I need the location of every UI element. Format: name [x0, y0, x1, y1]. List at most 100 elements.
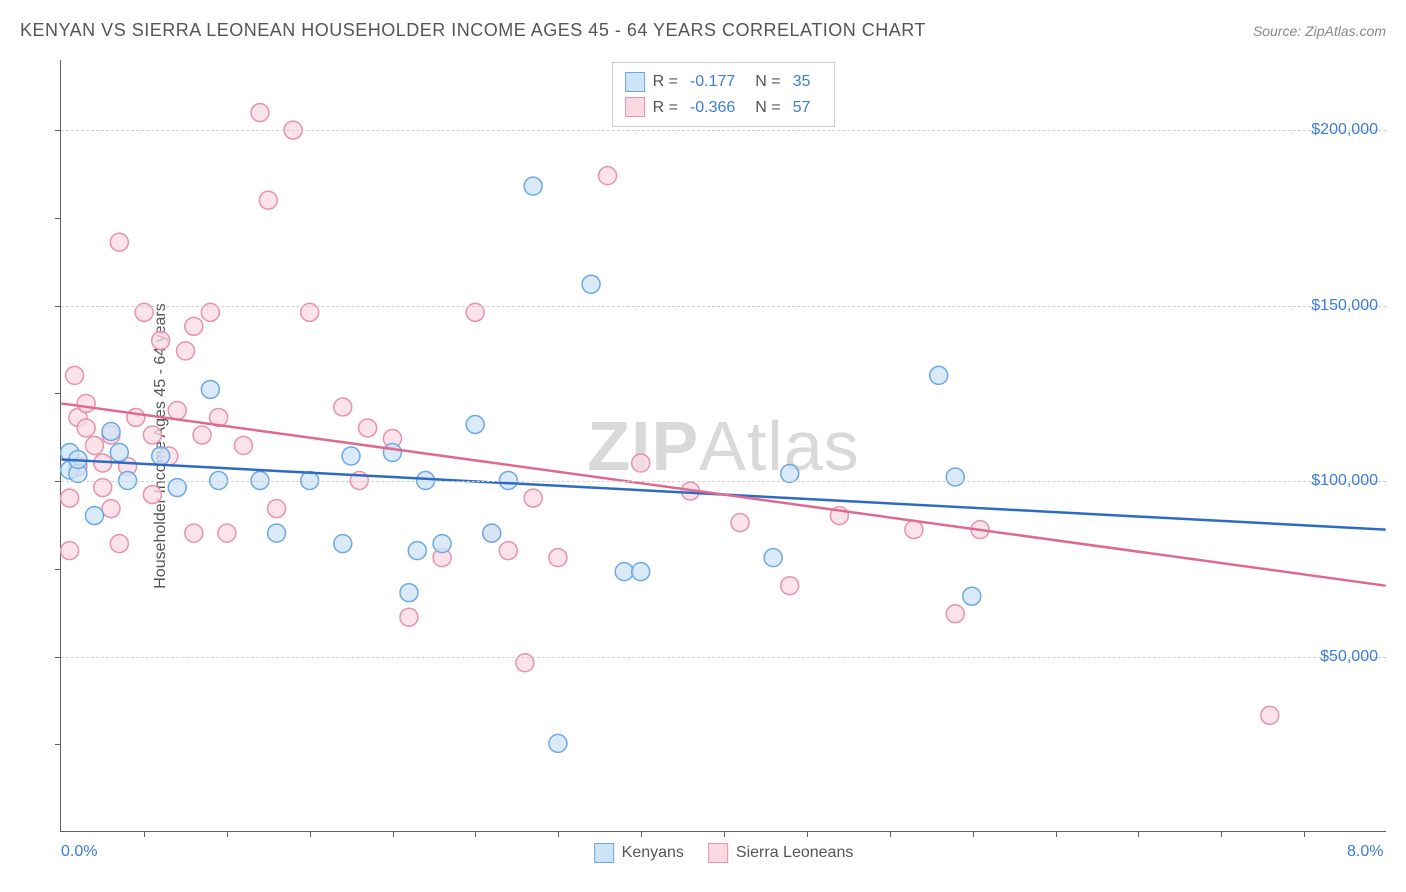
- legend-label: Kenyans: [622, 844, 684, 862]
- x-tick: [1304, 831, 1305, 837]
- data-point: [334, 535, 352, 553]
- data-point: [582, 275, 600, 293]
- legend-swatch: [625, 97, 645, 117]
- x-tick: [1056, 831, 1057, 837]
- data-point: [946, 468, 964, 486]
- x-tick: [807, 831, 808, 837]
- data-point: [599, 167, 617, 185]
- data-point: [946, 605, 964, 623]
- y-tick: [55, 657, 61, 658]
- data-point: [268, 524, 286, 542]
- data-point: [781, 577, 799, 595]
- data-point: [963, 587, 981, 605]
- data-point: [259, 191, 277, 209]
- legend-row: R = -0.366 N = 57: [625, 95, 823, 121]
- scatter-plot-svg: [61, 60, 1386, 831]
- legend-label: Sierra Leoneans: [736, 844, 853, 862]
- y-minor-tick: [55, 218, 61, 219]
- x-tick: [558, 831, 559, 837]
- y-minor-tick: [55, 569, 61, 570]
- y-tick-label: $200,000: [1311, 121, 1378, 139]
- data-point: [102, 422, 120, 440]
- chart-title: KENYAN VS SIERRA LEONEAN HOUSEHOLDER INC…: [20, 20, 926, 41]
- x-tick: [475, 831, 476, 837]
- data-point: [85, 507, 103, 525]
- y-tick-label: $50,000: [1320, 648, 1378, 666]
- y-tick: [55, 130, 61, 131]
- legend-swatch: [708, 843, 728, 863]
- x-tick: [144, 831, 145, 837]
- x-tick: [310, 831, 311, 837]
- y-tick: [55, 306, 61, 307]
- gridline: [61, 657, 1386, 658]
- gridline: [61, 306, 1386, 307]
- chart-plot-area: ZIPAtlas R = -0.177 N = 35 R = -0.366 N …: [60, 60, 1386, 832]
- x-tick: [393, 831, 394, 837]
- y-minor-tick: [55, 744, 61, 745]
- data-point: [61, 489, 79, 507]
- x-tick: [227, 831, 228, 837]
- x-tick: [1138, 831, 1139, 837]
- data-point: [127, 408, 145, 426]
- data-point: [433, 535, 451, 553]
- legend-item: Kenyans: [594, 843, 684, 863]
- x-axis-label: 8.0%: [1347, 843, 1383, 861]
- data-point: [549, 734, 567, 752]
- data-point: [400, 584, 418, 602]
- data-point: [342, 447, 360, 465]
- r-value: -0.177: [690, 69, 735, 95]
- data-point: [466, 415, 484, 433]
- n-value: 35: [793, 69, 811, 95]
- data-point: [359, 419, 377, 437]
- x-tick: [890, 831, 891, 837]
- data-point: [234, 437, 252, 455]
- data-point: [193, 426, 211, 444]
- data-point: [143, 426, 161, 444]
- data-point: [408, 542, 426, 560]
- r-label: R =: [653, 95, 678, 121]
- data-point: [66, 366, 84, 384]
- data-point: [268, 500, 286, 518]
- legend-row: R = -0.177 N = 35: [625, 69, 823, 95]
- data-point: [77, 419, 95, 437]
- chart-header: KENYAN VS SIERRA LEONEAN HOUSEHOLDER INC…: [20, 20, 1386, 41]
- regression-line: [61, 403, 1385, 585]
- x-tick: [641, 831, 642, 837]
- series-legend: Kenyans Sierra Leoneans: [594, 843, 854, 863]
- data-point: [185, 524, 203, 542]
- x-tick: [973, 831, 974, 837]
- correlation-legend: R = -0.177 N = 35 R = -0.366 N = 57: [612, 62, 836, 127]
- y-tick-label: $150,000: [1311, 297, 1378, 315]
- data-point: [177, 342, 195, 360]
- data-point: [152, 447, 170, 465]
- x-tick: [1221, 831, 1222, 837]
- data-point: [110, 233, 128, 251]
- y-tick-label: $100,000: [1311, 472, 1378, 490]
- chart-source: Source: ZipAtlas.com: [1253, 23, 1386, 39]
- legend-swatch: [625, 72, 645, 92]
- data-point: [383, 444, 401, 462]
- data-point: [102, 500, 120, 518]
- data-point: [905, 521, 923, 539]
- data-point: [218, 524, 236, 542]
- data-point: [764, 549, 782, 567]
- data-point: [201, 380, 219, 398]
- x-axis-label: 0.0%: [61, 843, 97, 861]
- n-value: 57: [793, 95, 811, 121]
- data-point: [143, 486, 161, 504]
- data-point: [632, 454, 650, 472]
- data-point: [483, 524, 501, 542]
- r-label: R =: [653, 69, 678, 95]
- legend-swatch: [594, 843, 614, 863]
- y-minor-tick: [55, 393, 61, 394]
- data-point: [549, 549, 567, 567]
- data-point: [185, 317, 203, 335]
- n-label: N =: [755, 69, 780, 95]
- data-point: [400, 608, 418, 626]
- data-point: [110, 535, 128, 553]
- gridline: [61, 130, 1386, 131]
- data-point: [930, 366, 948, 384]
- r-value: -0.366: [690, 95, 735, 121]
- data-point: [85, 437, 103, 455]
- legend-item: Sierra Leoneans: [708, 843, 853, 863]
